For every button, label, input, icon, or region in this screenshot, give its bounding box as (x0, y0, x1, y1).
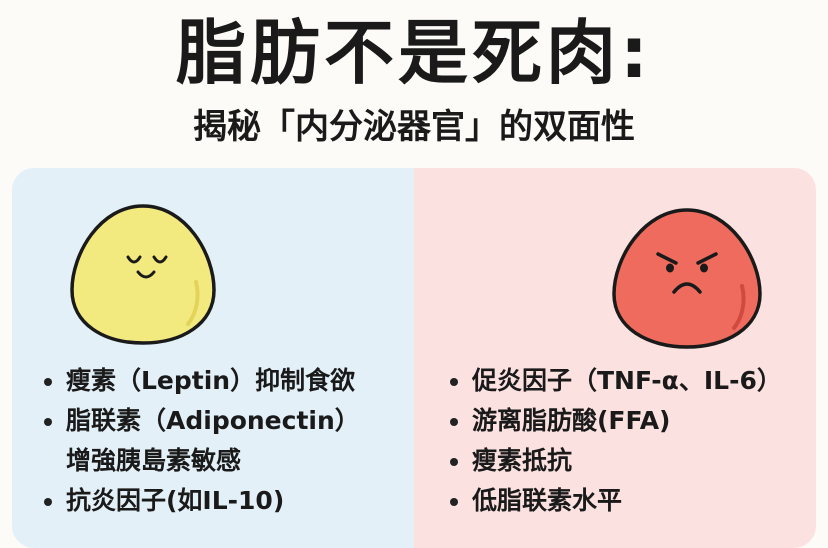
bullet-icon (450, 498, 458, 506)
healthy-fat-list: 瘦素（Leptin）抑制食欲 脂联素（Adiponectin） 增強胰島素敏感 … (44, 361, 360, 521)
item-text: 游离脂肪酸(FFA) (472, 406, 671, 435)
item-text: 瘦素（Leptin）抑制食欲 (66, 366, 356, 395)
list-item: 瘦素抵抗 (450, 441, 782, 481)
bullet-icon (450, 458, 458, 466)
bullet-icon (450, 418, 458, 426)
angry-fat-cell-icon (612, 208, 762, 349)
list-item: 抗炎因子(如IL-10) (44, 481, 360, 521)
item-text: 抗炎因子(如IL-10) (66, 486, 285, 515)
bullet-icon (44, 378, 52, 386)
item-text: 低脂联素水平 (472, 486, 623, 515)
unhealthy-fat-section: 促炎因子（TNF-α、IL-6） 游离脂肪酸(FFA) 瘦素抵抗 低脂联素水平 (414, 168, 816, 548)
item-text: 瘦素抵抗 (472, 446, 573, 475)
list-item: 瘦素（Leptin）抑制食欲 (44, 361, 360, 401)
item-text: 增強胰島素敏感 (66, 446, 242, 475)
page-title: 脂肪不是死肉: (176, 12, 652, 94)
happy-fat-cell-icon (70, 204, 216, 345)
list-item: 游离脂肪酸(FFA) (450, 401, 782, 441)
item-text: 促炎因子（TNF-α、IL-6） (472, 366, 782, 395)
item-text: 脂联素（Adiponectin） (66, 406, 360, 435)
list-item: 促炎因子（TNF-α、IL-6） (450, 361, 782, 401)
list-item-continuation: 增強胰島素敏感 (44, 441, 360, 481)
bullet-icon (450, 378, 458, 386)
bullet-icon (44, 418, 52, 426)
unhealthy-fat-list: 促炎因子（TNF-α、IL-6） 游离脂肪酸(FFA) 瘦素抵抗 低脂联素水平 (450, 361, 782, 521)
page-subtitle: 揭秘「内分泌器官」的双面性 (193, 107, 635, 147)
healthy-fat-section: 瘦素（Leptin）抑制食欲 脂联素（Adiponectin） 增強胰島素敏感 … (12, 168, 414, 548)
list-item: 脂联素（Adiponectin） (44, 401, 360, 441)
list-item: 低脂联素水平 (450, 481, 782, 521)
bullet-icon (44, 498, 52, 506)
comparison-panel: 瘦素（Leptin）抑制食欲 脂联素（Adiponectin） 增強胰島素敏感 … (12, 168, 816, 548)
